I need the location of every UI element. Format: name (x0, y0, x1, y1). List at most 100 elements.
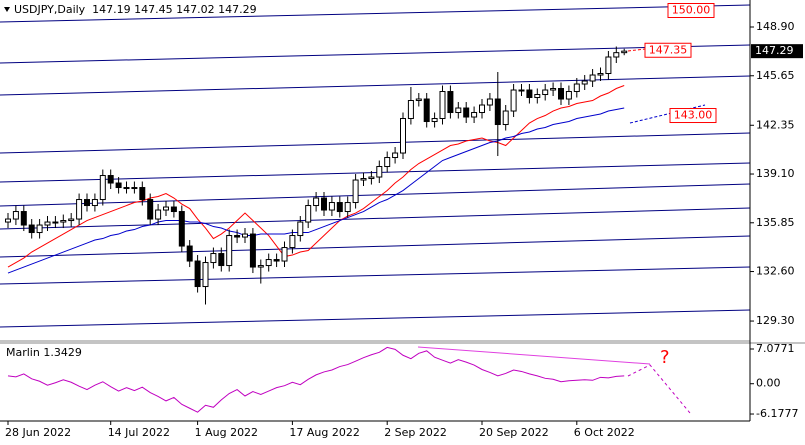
candle-body (20, 211, 27, 226)
candle-body (60, 220, 67, 223)
y-tick-label: 142.35 (756, 118, 795, 131)
y-tick-label: 145.65 (756, 69, 795, 82)
candle-body (249, 233, 256, 268)
candle-body (305, 205, 312, 223)
trend-line (0, 44, 751, 64)
trend-line (0, 132, 751, 154)
candle-body (107, 175, 114, 184)
candle-body (123, 187, 130, 190)
current-price-label: 147.29 (755, 44, 794, 57)
symbol-icon (4, 7, 10, 12)
candle-body (328, 202, 335, 211)
trend-line (0, 266, 751, 285)
x-tick-label: 6 Oct 2022 (574, 426, 635, 439)
candle-body (99, 175, 106, 201)
candle-body (170, 206, 177, 213)
candle-body (257, 265, 264, 268)
candle-body (526, 89, 533, 99)
candle-body (5, 218, 11, 223)
candle-body (210, 253, 217, 264)
indicator-line (7, 346, 625, 413)
candle-body (581, 80, 588, 85)
price-level-label: 150.00 (672, 4, 711, 17)
candle-body (36, 224, 43, 234)
y-tick-label: 135.85 (756, 216, 795, 229)
trend-line (0, 309, 751, 328)
annotation: ? (660, 347, 670, 368)
candle-body (139, 187, 146, 201)
trend-line (0, 4, 751, 23)
moving-average (7, 85, 625, 268)
candle-body (534, 94, 541, 99)
price-level-label: 143.00 (674, 109, 713, 122)
projection-line (627, 48, 646, 52)
y-tick-label: -6.1777 (756, 407, 798, 420)
candle-body (447, 91, 454, 114)
x-tick-label: 1 Aug 2022 (195, 426, 258, 439)
candle-body (155, 209, 162, 220)
candle-body (518, 89, 525, 92)
candle-body (178, 211, 185, 247)
trend-line (0, 235, 751, 258)
candle-body (542, 89, 549, 96)
chart-title: USDJPY,Daily 147.19 147.45 147.02 147.29 (14, 3, 257, 16)
y-tick-label: 148.90 (756, 20, 795, 33)
x-tick-label: 20 Sep 2022 (479, 426, 549, 439)
candle-body (621, 50, 628, 54)
candle-body (423, 98, 430, 123)
candle-body (297, 221, 304, 237)
candle-body (360, 178, 367, 181)
candle-body (313, 197, 320, 207)
candle-body (52, 221, 59, 224)
x-tick-label: 28 Jun 2022 (5, 426, 71, 439)
candle-body (115, 182, 122, 189)
trend-line (0, 75, 751, 96)
price-level-label: 147.35 (649, 43, 688, 56)
projection-line (627, 364, 691, 414)
candle-body (84, 199, 90, 207)
candle-body (415, 98, 422, 102)
candle-body (202, 262, 209, 288)
candle-body (218, 253, 225, 267)
candle-body (273, 259, 280, 262)
candle-body (147, 199, 154, 220)
candle-body (431, 118, 438, 123)
candle-body (44, 221, 51, 226)
candle-body (194, 260, 201, 288)
candle-body (163, 206, 169, 211)
candle-body (597, 73, 604, 76)
candle-body (12, 211, 19, 220)
price-level-box (669, 108, 717, 124)
y-tick-label: 139.10 (756, 167, 795, 180)
candle-body (400, 118, 406, 154)
y-tick-label: 129.30 (756, 314, 795, 327)
y-tick-label: 7.0771 (756, 342, 795, 355)
price-level-box (667, 3, 715, 19)
candle-body (613, 52, 620, 58)
candle-body (565, 91, 572, 100)
projection-line (629, 104, 706, 124)
candle-body (336, 202, 343, 213)
candle-body (352, 179, 359, 204)
y-tick-label: 0.00 (756, 377, 781, 390)
candle-body (28, 224, 35, 234)
candle-body (131, 187, 138, 190)
candle-body (226, 235, 233, 267)
candle-body (479, 104, 485, 114)
candle-body (392, 152, 399, 159)
candle-body (550, 88, 557, 91)
x-tick-label: 14 Jul 2022 (108, 426, 170, 439)
moving-average (7, 107, 625, 274)
divergence-line (417, 346, 651, 365)
indicator-title: Marlin 1.3429 (6, 346, 82, 359)
trend-line (0, 207, 751, 230)
candle-body (589, 74, 596, 82)
current-price-box (751, 44, 803, 59)
candle-body (384, 157, 391, 168)
candle-body (281, 247, 288, 262)
price-level-box (644, 42, 692, 58)
candle-body (502, 110, 509, 126)
channel-lines (0, 4, 751, 328)
candle-body (407, 100, 414, 120)
